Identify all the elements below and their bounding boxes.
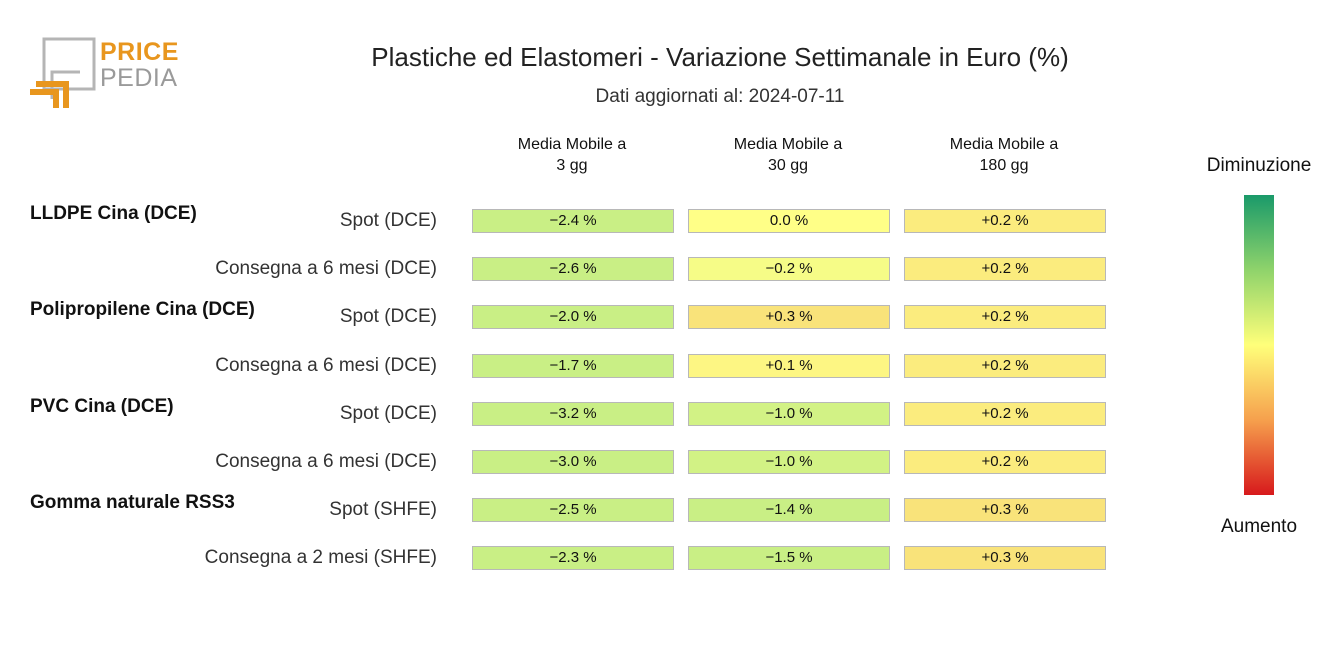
row-label: Spot (DCE)	[339, 306, 437, 328]
group-label-3: PVC Cina (DCE)	[30, 395, 174, 417]
row-label: Consegna a 6 mesi (DCE)	[215, 258, 437, 280]
value-cell: −2.3 %	[472, 546, 674, 571]
value-cell: −1.0 %	[688, 401, 890, 426]
value-cell: 0.0 %	[688, 209, 890, 233]
legend-label-top: Diminuzione	[1206, 155, 1312, 176]
row-label: Spot (DCE)	[339, 402, 437, 424]
logo-text-pedia: PEDIA	[100, 64, 178, 92]
value-cell: −2.4 %	[472, 209, 674, 233]
row-label: Spot (SHFE)	[329, 499, 437, 521]
value-cell: +0.2 %	[904, 353, 1106, 378]
row-label: Consegna a 2 mesi (SHFE)	[204, 547, 437, 569]
value-cell: +0.2 %	[904, 257, 1106, 282]
value-cell: −1.5 %	[688, 546, 890, 571]
value-cell: +0.1 %	[688, 353, 890, 378]
value-cell: −0.2 %	[688, 257, 890, 282]
column-header-3: Media Mobile a 180 gg	[949, 136, 1059, 174]
value-cell: +0.3 %	[904, 546, 1106, 571]
group-label-4: Gomma naturale RSS3	[30, 492, 235, 514]
group-label-1: LLDPE Cina (DCE)	[30, 203, 197, 224]
value-cell: +0.3 %	[904, 498, 1106, 523]
color-scale-bar	[1244, 195, 1274, 495]
column-header-1: Media Mobile a 3 gg	[517, 136, 627, 174]
row-label: Spot (DCE)	[339, 210, 437, 231]
value-cell: −2.0 %	[472, 305, 674, 330]
pricepedia-logo: PRICE PEDIA	[28, 36, 188, 110]
value-cell: +0.2 %	[904, 401, 1106, 426]
logo-text-price: PRICE	[100, 38, 179, 66]
value-cell: −2.6 %	[472, 257, 674, 282]
chart-title: Plastiche ed Elastomeri - Variazione Set…	[371, 42, 1069, 72]
value-cell: +0.2 %	[904, 450, 1106, 474]
legend-label-bottom: Aumento	[1220, 516, 1298, 537]
logo-mark-icon	[30, 37, 96, 108]
value-cell: +0.2 %	[904, 305, 1106, 330]
value-cell: +0.2 %	[904, 209, 1106, 233]
value-cell: −2.5 %	[472, 498, 674, 523]
column-header-2: Media Mobile a 30 gg	[733, 136, 843, 174]
row-label: Consegna a 6 mesi (DCE)	[215, 451, 437, 472]
value-cell: +0.3 %	[688, 305, 890, 330]
value-cell: −1.0 %	[688, 450, 890, 474]
group-label-2: Polipropilene Cina (DCE)	[30, 299, 255, 321]
chart-subtitle: Dati aggiornati al: 2024-07-11	[595, 86, 845, 107]
value-cell: −3.2 %	[472, 401, 674, 426]
value-cell: −1.4 %	[688, 498, 890, 523]
value-cell: −1.7 %	[472, 353, 674, 378]
value-cell: −3.0 %	[472, 450, 674, 474]
row-label: Consegna a 6 mesi (DCE)	[215, 354, 437, 376]
